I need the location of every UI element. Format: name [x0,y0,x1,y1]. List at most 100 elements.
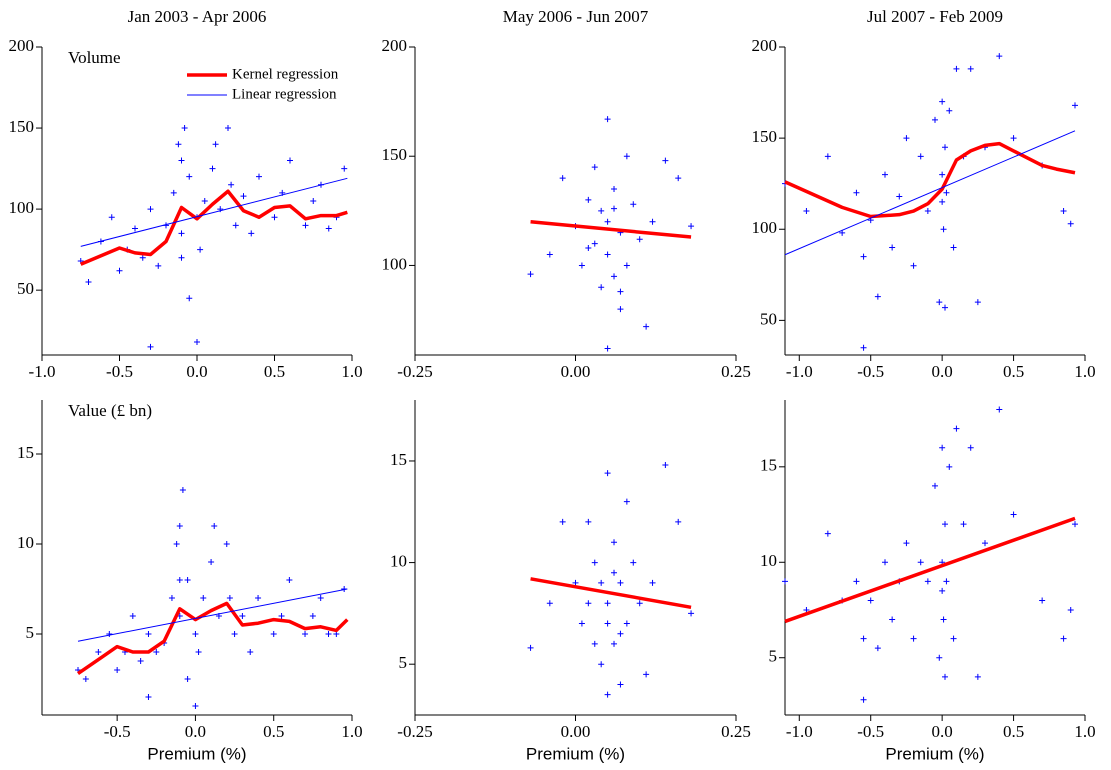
data-point [940,616,947,623]
data-point [212,141,219,148]
panel-title: Jul 2007 - Feb 2009 [867,7,1003,26]
data-point [248,230,255,237]
regression-line [784,130,1076,256]
data-point [178,254,185,261]
regression-line [80,177,348,247]
data-point [527,644,534,651]
data-point [604,600,611,607]
data-point [617,579,624,586]
data-point [942,144,948,151]
data-point [953,425,960,432]
data-point [942,673,948,680]
data-point [860,253,867,260]
data-point [170,189,177,196]
data-point [974,673,981,680]
y-tick-label: 50 [17,279,34,298]
data-point [178,157,185,164]
data-point [940,226,947,233]
y-tick-label: 100 [752,218,778,237]
data-point [649,218,656,225]
y-tick-label: 50 [760,309,777,328]
data-point [591,640,598,647]
data-point [325,631,332,637]
data-point [585,600,592,607]
data-point [106,631,113,637]
data-point [598,661,605,668]
data-point [82,676,89,682]
x-tick-label: 0.25 [721,722,751,741]
data-point [572,579,579,586]
data-point [936,299,943,306]
data-point [1067,607,1074,613]
data-point [585,518,592,525]
data-point [939,171,946,178]
data-point [996,406,1003,413]
x-tick-label: 0.0 [186,362,207,381]
x-tick-label: 0.5 [1003,722,1024,741]
data-point [617,630,624,637]
y-tick-label: 150 [382,145,408,164]
data-point [208,559,215,565]
data-point [585,196,592,203]
data-point [1060,635,1067,642]
data-point [155,262,162,269]
data-point [824,153,831,160]
data-point [924,578,931,585]
data-point [860,696,867,703]
data-point [803,208,810,215]
data-point [617,288,624,295]
data-point [184,676,191,682]
data-point [623,153,630,160]
y-tick-label: 200 [382,36,408,55]
x-axis-label: Premium (%) [526,744,625,763]
data-point [591,164,598,171]
data-point [853,189,860,196]
y-tick-label: 200 [752,36,778,55]
data-point [116,267,123,274]
y-tick-label: 15 [760,456,777,475]
x-tick-label: -0.5 [857,722,884,741]
data-point [255,595,262,601]
data-point [623,262,630,269]
data-point [924,208,931,215]
x-tick-label: -0.5 [857,362,884,381]
data-point [967,65,974,72]
data-point [611,185,618,192]
data-point [939,98,946,105]
x-tick-label: -0.25 [397,362,432,381]
data-point [153,649,160,655]
data-point [910,635,917,642]
x-tick-label: 0.0 [932,722,953,741]
data-point [194,339,200,346]
x-tick-label: 0.00 [561,722,591,741]
data-point [184,577,191,583]
data-point [662,462,669,469]
data-point [611,539,618,546]
y-tick-label: 10 [17,533,34,552]
data-point [1060,208,1067,215]
data-point [176,523,183,529]
data-point [559,175,566,182]
data-point [882,559,888,566]
data-point [317,595,324,601]
data-point [309,613,316,619]
x-tick-label: -0.5 [104,722,131,741]
data-point [192,703,199,709]
data-point [649,579,656,586]
data-point [867,597,874,604]
y-tick-label: 100 [9,198,35,217]
data-point [939,587,946,594]
data-point [824,530,831,537]
data-point [611,273,618,280]
data-point [271,214,278,221]
data-point [996,53,1003,60]
data-point [611,205,618,212]
data-point [630,559,637,566]
data-point [168,595,175,601]
x-tick-label: 0.5 [1003,362,1024,381]
y-tick-label: 5 [26,623,35,642]
data-point [95,649,102,655]
data-point [192,631,199,637]
data-point [179,487,186,493]
data-point [240,193,247,200]
